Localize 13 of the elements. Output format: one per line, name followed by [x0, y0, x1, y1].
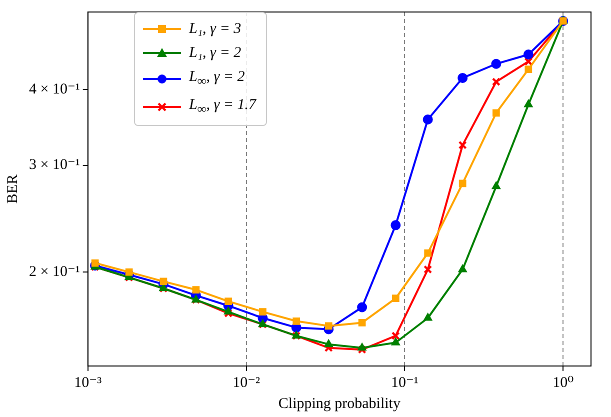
y-axis-title: BER [4, 174, 21, 204]
x-tick-label: 10⁻² [232, 374, 260, 391]
x-tick-label: 10⁻¹ [390, 374, 418, 391]
y-tick-label: 4 × 10⁻¹ [29, 81, 80, 98]
legend-label: L$_{∞}$, γ = 1.7 [189, 96, 256, 118]
legend-label: L₁, γ = 3 [189, 20, 242, 39]
x-axis-title: Clipping probability [278, 396, 401, 412]
legend-label: L$_{∞}$, γ = 2 [189, 68, 245, 90]
y-tick-label: 2 × 10⁻¹ [29, 264, 80, 280]
x-tick-label: 10⁰ [552, 374, 574, 391]
y-tick-label: 3 × 10⁻¹ [29, 157, 80, 174]
x-tick-label: 10⁻³ [74, 374, 102, 391]
legend-label: L₁, γ = 2 [189, 44, 242, 63]
